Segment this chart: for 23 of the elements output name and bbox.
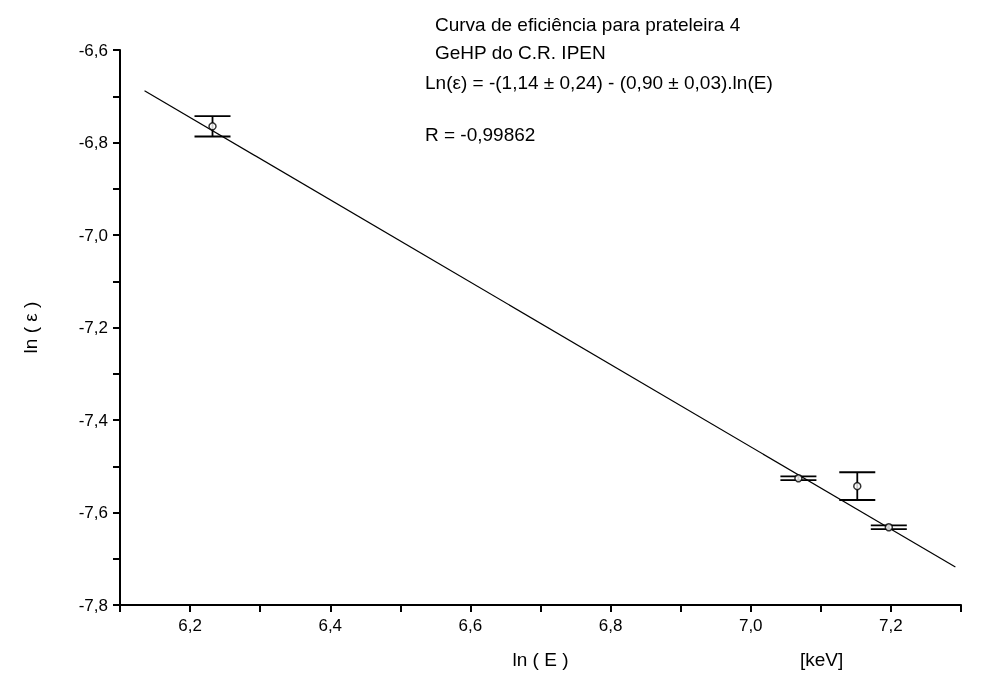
x-tick-label: 7,2 (879, 616, 903, 635)
y-axis-title: ln ( ε ) (20, 301, 41, 354)
point (853, 481, 862, 491)
y-tick-label: -6,6 (78, 40, 108, 60)
chart-title: Curva de eficiência para prateleira 4 (435, 14, 741, 35)
x-tick-label: 7,0 (738, 616, 763, 635)
y-tick-label: -6,8 (78, 133, 108, 152)
x-tick-label: 6,2 (178, 616, 202, 635)
y-tick-label: -7,2 (78, 318, 108, 337)
y-tick-label: -7,0 (78, 225, 108, 245)
x-tick-label: 6,4 (318, 616, 343, 635)
y-tick-label: -7,8 (78, 595, 108, 615)
annotation: Ln(ε) = -(1,14 ± 0,24) - (0,90 ± 0,03).ln(E) (425, 72, 773, 93)
x-tick-label: 6,8 (598, 616, 623, 635)
chart-subtitle: GeHP do C.R. IPEN (435, 42, 606, 63)
annotation: R = -0,99862 (425, 124, 536, 145)
y-tick-label: -7,6 (78, 503, 108, 522)
point (884, 523, 894, 532)
text: [keV] (800, 649, 844, 670)
x-axis-title: ln ( E ) (512, 649, 569, 670)
point (208, 122, 217, 131)
x-tick-label: 6,6 (458, 616, 483, 635)
y-tick-label: -7,4 (78, 410, 108, 430)
